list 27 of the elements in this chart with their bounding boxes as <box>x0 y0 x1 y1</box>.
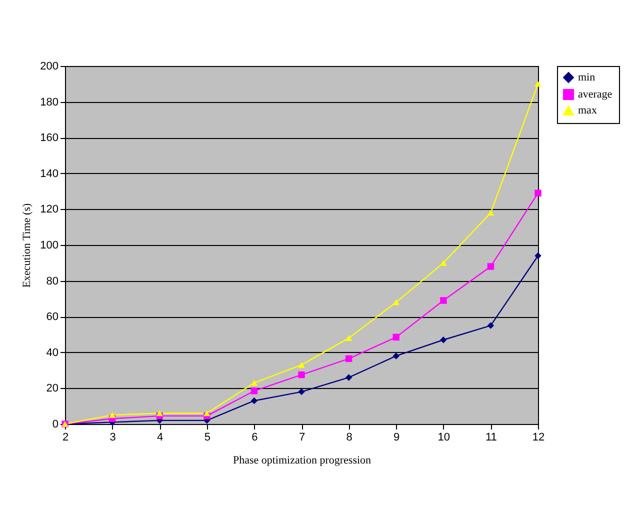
legend-label: min <box>578 72 596 84</box>
legend-label: average <box>578 88 612 100</box>
y-tick-label: 100 <box>40 240 58 252</box>
y-tick-label: 80 <box>46 275 58 288</box>
x-tick-label: 7 <box>298 432 306 444</box>
x-tick-label: 2 <box>62 432 69 444</box>
y-tick-label: 160 <box>40 132 58 144</box>
x-tick-label: 4 <box>157 432 164 444</box>
y-tick-label: 40 <box>46 346 58 359</box>
legend-label: max <box>578 104 598 116</box>
y-tick-label: 0 <box>52 418 58 430</box>
y-axis-title: Execution Time (s) <box>21 203 34 288</box>
y-tick-label: 180 <box>40 96 58 108</box>
y-tick-label: 140 <box>40 168 58 180</box>
y-tick-label: 200 <box>40 60 58 72</box>
x-tick-label: 6 <box>252 432 258 444</box>
x-tick-label: 5 <box>204 432 210 444</box>
x-axis-title: Phase optimization progression <box>232 454 372 466</box>
x-tick-label: 11 <box>485 432 497 444</box>
x-tick-label: 9 <box>394 432 400 444</box>
x-tick-label: 3 <box>110 432 116 444</box>
y-tick-label: 120 <box>40 204 58 216</box>
x-tick-label: 10 <box>438 432 450 444</box>
x-tick-label: 8 <box>346 432 352 444</box>
y-tick-label: 20 <box>46 382 58 395</box>
y-tick-label: 60 <box>46 311 58 324</box>
x-tick-label: 12 <box>532 432 545 444</box>
